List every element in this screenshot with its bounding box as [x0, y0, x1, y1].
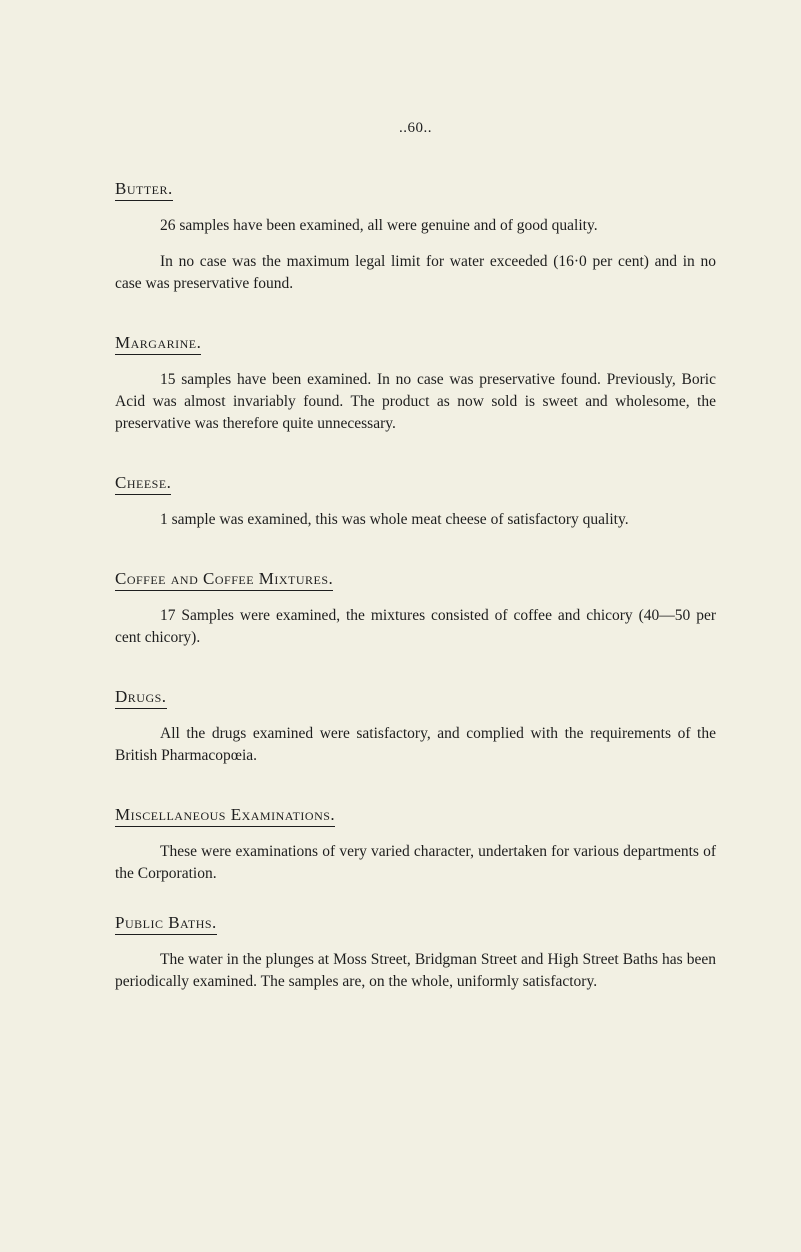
- para-baths-1: The water in the plunges at Moss Street,…: [115, 949, 716, 993]
- section-drugs: Drugs. All the drugs examined were satis…: [115, 687, 716, 767]
- page: ..60.. Butter. 26 samples have been exam…: [0, 0, 801, 1252]
- para-margarine-1: 15 samples have been examined. In no cas…: [115, 369, 716, 435]
- page-number: ..60..: [115, 120, 716, 137]
- section-coffee: Coffee and Coffee Mixtures. 17 Samples w…: [115, 569, 716, 649]
- heading-baths: Public Baths.: [115, 913, 217, 935]
- heading-butter: Butter.: [115, 179, 173, 201]
- heading-coffee: Coffee and Coffee Mixtures.: [115, 569, 333, 591]
- section-cheese: Cheese. 1 sample was examined, this was …: [115, 473, 716, 531]
- section-margarine: Margarine. 15 samples have been examined…: [115, 333, 716, 435]
- heading-margarine: Margarine.: [115, 333, 201, 355]
- para-drugs-1: All the drugs examined were satisfactory…: [115, 723, 716, 767]
- section-butter: Butter. 26 samples have been examined, a…: [115, 179, 716, 295]
- heading-misc: Miscellaneous Examinations.: [115, 805, 335, 827]
- section-baths: Public Baths. The water in the plunges a…: [115, 913, 716, 993]
- para-misc-1: These were examinations of very varied c…: [115, 841, 716, 885]
- para-coffee-1: 17 Samples were examined, the mixtures c…: [115, 605, 716, 649]
- para-butter-2: In no case was the maximum legal limit f…: [115, 251, 716, 295]
- para-butter-1: 26 samples have been examined, all were …: [115, 215, 716, 237]
- section-misc: Miscellaneous Examinations. These were e…: [115, 805, 716, 885]
- heading-cheese: Cheese.: [115, 473, 171, 495]
- heading-drugs: Drugs.: [115, 687, 167, 709]
- para-cheese-1: 1 sample was examined, this was whole me…: [115, 509, 716, 531]
